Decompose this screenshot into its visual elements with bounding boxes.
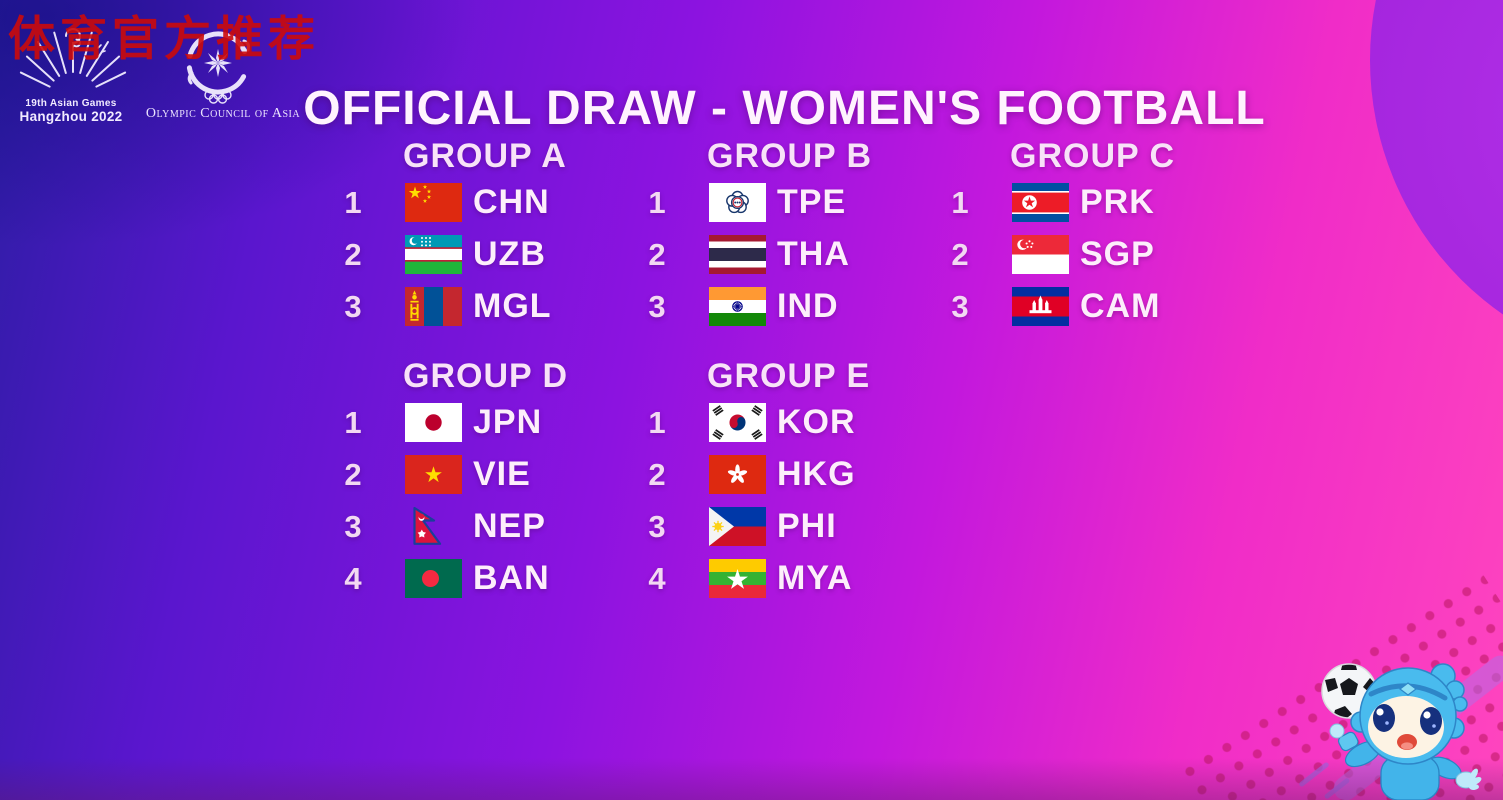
team-code: CAM [1080, 287, 1161, 325]
ind-flag [709, 287, 766, 326]
team-row: 2 VIE [335, 455, 635, 494]
team-code: MGL [473, 287, 552, 325]
draw-position: 3 [951, 289, 969, 324]
uzb-flag [405, 235, 462, 274]
team-row: 3 PHI [639, 507, 939, 546]
mya-flag [709, 559, 766, 598]
phi-flag [709, 507, 766, 546]
asian-games-caption-line1: 19th Asian Games [25, 98, 117, 109]
group-title: GROUP B [707, 137, 873, 175]
hangzhou-logo-caption: 19th Asian Games Hangzhou 2022 [6, 98, 136, 124]
draw-position: 3 [344, 509, 362, 544]
team-code: JPN [473, 403, 543, 441]
tha-flag [709, 235, 766, 274]
team-row: 2 HKG [639, 455, 939, 494]
draw-position: 3 [648, 509, 666, 544]
group-title: GROUP D [403, 357, 569, 395]
group-title: GROUP C [1010, 137, 1176, 175]
team-code: VIE [473, 455, 531, 493]
team-code: BAN [473, 559, 550, 597]
team-code: TPE [777, 183, 847, 221]
sgp-flag [1012, 235, 1069, 274]
group-title: GROUP A [403, 137, 567, 175]
chenchen-mascot [1321, 663, 1482, 800]
team-code: SGP [1080, 235, 1155, 273]
draw-position: 1 [344, 185, 362, 220]
team-row: 1 JPN [335, 403, 635, 442]
team-code: KOR [777, 403, 856, 441]
draw-position: 3 [344, 289, 362, 324]
team-row: 3 CAM [942, 287, 1242, 326]
chn-flag [405, 183, 462, 222]
team-row: 4 MYA [639, 559, 939, 598]
kor-flag [709, 403, 766, 442]
decor-circle [1370, 0, 1503, 370]
draw-position: 2 [951, 237, 969, 272]
bottom-vignette [0, 758, 1503, 800]
team-row: 4 BAN [335, 559, 635, 598]
page-title: OFFICIAL DRAW - WOMEN'S FOOTBALL [303, 82, 1266, 136]
group-title: GROUP E [707, 357, 871, 395]
team-row: 3 IND [639, 287, 939, 326]
watermark-text: 体育官方推荐 [8, 12, 320, 67]
draw-position: 1 [648, 405, 666, 440]
draw-position: 3 [648, 289, 666, 324]
hkg-flag [709, 455, 766, 494]
prk-flag [1012, 183, 1069, 222]
team-code: IND [777, 287, 839, 325]
ban-flag [405, 559, 462, 598]
team-code: HKG [777, 455, 856, 493]
draw-position: 2 [648, 237, 666, 272]
nep-flag [405, 507, 462, 546]
draw-position: 4 [648, 561, 666, 596]
team-row: 3 MGL [335, 287, 635, 326]
team-code: PHI [777, 507, 837, 545]
team-code: THA [777, 235, 850, 273]
team-row: 3 NEP [335, 507, 635, 546]
draw-position: 2 [648, 457, 666, 492]
tpe-flag [709, 183, 766, 222]
team-row: 1 PRK [942, 183, 1242, 222]
draw-position: 1 [344, 405, 362, 440]
team-code: PRK [1080, 183, 1155, 221]
draw-position: 2 [344, 237, 362, 272]
cam-flag [1012, 287, 1069, 326]
draw-position: 1 [951, 185, 969, 220]
team-row: 2 UZB [335, 235, 635, 274]
team-code: MYA [777, 559, 853, 597]
jpn-flag [405, 403, 462, 442]
asian-games-caption-line2: Hangzhou 2022 [19, 108, 123, 124]
team-code: UZB [473, 235, 546, 273]
draw-position: 4 [344, 561, 362, 596]
draw-position: 2 [344, 457, 362, 492]
team-code: CHN [473, 183, 550, 221]
team-row: 1 CHN [335, 183, 635, 222]
team-row: 1 KOR [639, 403, 939, 442]
team-row: 1 TPE [639, 183, 939, 222]
team-row: 2 SGP [942, 235, 1242, 274]
team-row: 2 THA [639, 235, 939, 274]
mgl-flag [405, 287, 462, 326]
vie-flag [405, 455, 462, 494]
team-code: NEP [473, 507, 546, 545]
draw-position: 1 [648, 185, 666, 220]
oca-logo-caption: Olympic Council of Asia [145, 106, 301, 121]
